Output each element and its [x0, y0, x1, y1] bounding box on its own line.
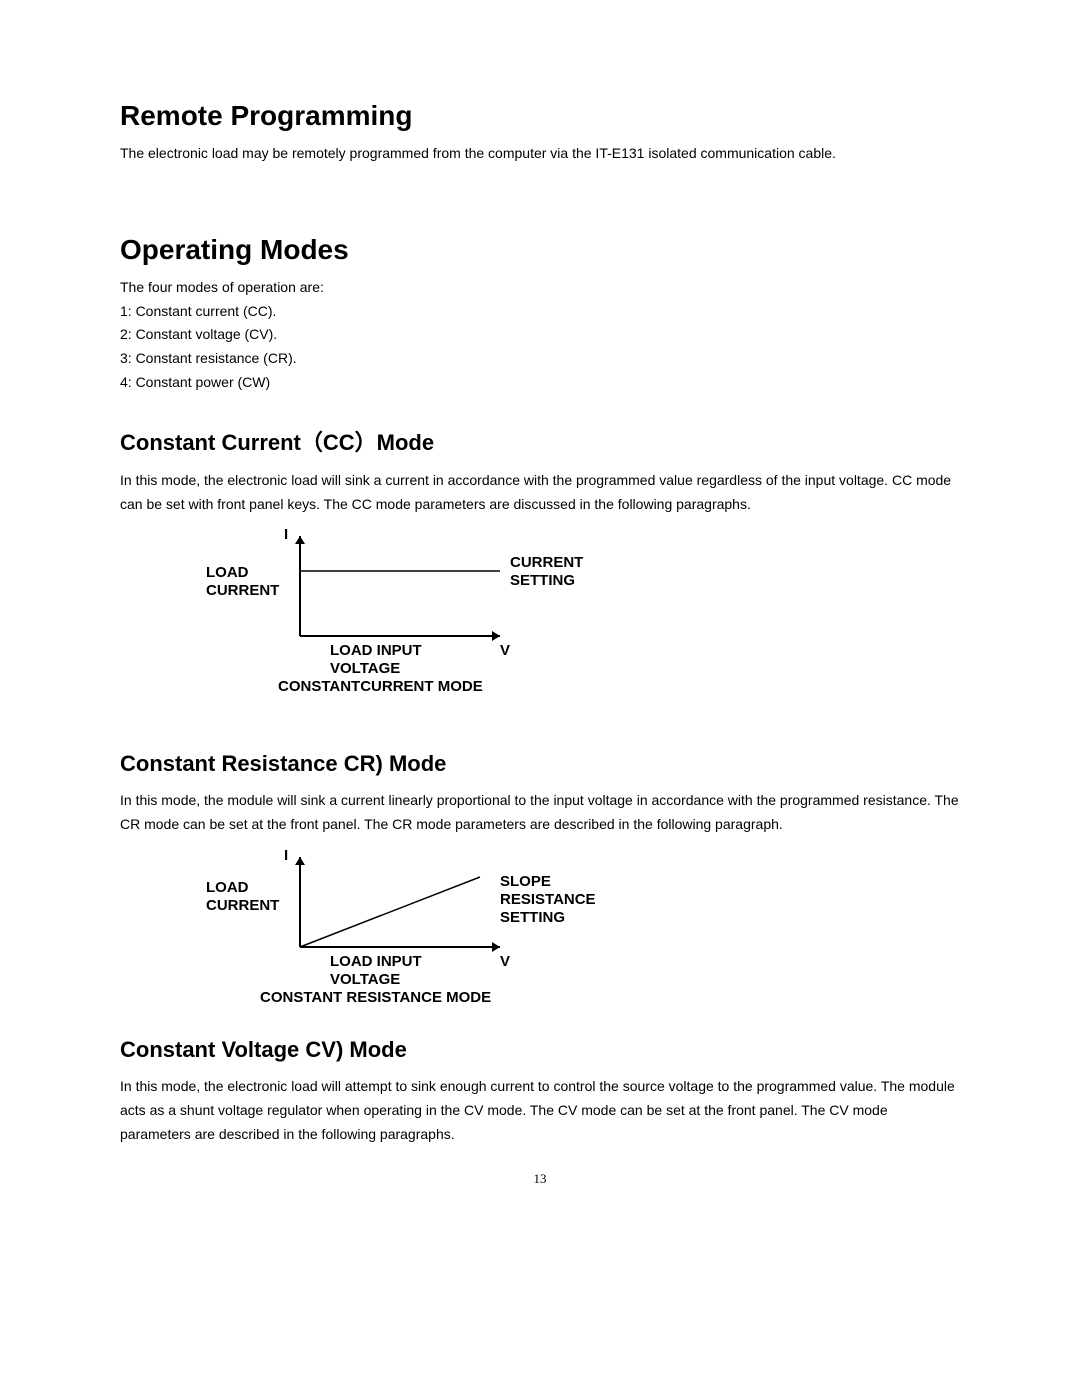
paragraph-cv-mode: In this mode, the electronic load will a… — [120, 1075, 960, 1146]
axis-label-load-current: LOAD CURRENT — [206, 879, 279, 915]
diagram-cr-mode: I LOAD CURRENT SLOPE RESISTANCE SETTING … — [200, 847, 960, 1017]
axis-label-I: I — [284, 847, 288, 865]
diagram-caption-cc: CONSTANTCURRENT MODE — [278, 678, 483, 695]
heading-cc-mode: Constant Current（CC）Mode — [120, 425, 960, 457]
diagram-cc-mode: I LOAD CURRENT CURRENT SETTING LOAD INPU… — [200, 526, 960, 701]
operating-modes-intro: The four modes of operation are: — [120, 276, 960, 300]
paragraph-cr-mode: In this mode, the module will sink a cur… — [120, 789, 960, 837]
axis-label-V: V — [500, 642, 510, 660]
document-page: Remote Programming The electronic load m… — [0, 0, 1080, 1397]
axis-label-load-input-voltage: LOAD INPUT VOLTAGE — [330, 642, 422, 678]
page-number: 13 — [0, 1171, 1080, 1187]
axis-label-V: V — [500, 953, 510, 971]
axis-label-load-current: LOAD CURRENT — [206, 564, 279, 600]
operating-mode-item: 2: Constant voltage (CV). — [120, 323, 960, 347]
paragraph-cc-mode: In this mode, the electronic load will s… — [120, 469, 960, 517]
heading-operating-modes: Operating Modes — [120, 234, 960, 266]
operating-mode-item: 4: Constant power (CW) — [120, 371, 960, 395]
operating-mode-item: 1: Constant current (CC). — [120, 300, 960, 324]
heading-remote-programming: Remote Programming — [120, 100, 960, 132]
label-current-setting: CURRENT SETTING — [510, 554, 583, 590]
heading-cv-mode: Constant Voltage CV) Mode — [120, 1037, 960, 1063]
operating-mode-item: 3: Constant resistance (CR). — [120, 347, 960, 371]
label-slope-resistance-setting: SLOPE RESISTANCE SETTING — [500, 873, 596, 927]
axis-label-I: I — [284, 526, 288, 544]
heading-cr-mode: Constant Resistance CR) Mode — [120, 751, 960, 777]
diagram-caption-cr: CONSTANT RESISTANCE MODE — [260, 989, 491, 1006]
axis-label-load-input-voltage: LOAD INPUT VOLTAGE — [330, 953, 422, 989]
paragraph-remote-programming: The electronic load may be remotely prog… — [120, 142, 960, 166]
